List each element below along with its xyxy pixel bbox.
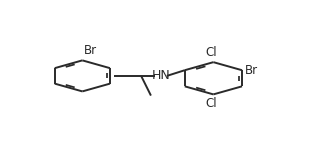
Text: Br: Br <box>245 64 258 77</box>
Text: Cl: Cl <box>205 46 217 59</box>
Text: Br: Br <box>83 44 97 57</box>
Text: Cl: Cl <box>205 97 217 110</box>
Text: HN: HN <box>151 69 170 82</box>
